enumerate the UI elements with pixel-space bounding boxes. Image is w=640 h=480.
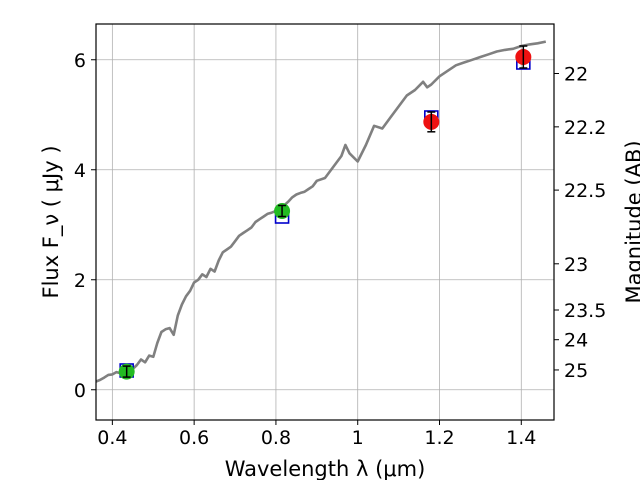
y-tick-label: 4 xyxy=(74,160,86,182)
y-axis-ticks: 0 2 4 6 xyxy=(74,50,96,402)
x-tick-label: 0.4 xyxy=(97,427,127,449)
y2-tick-label: 22.5 xyxy=(564,180,606,202)
x-tick-label: 1 xyxy=(352,427,364,449)
y2-axis-ticks: 22 22.2 22.5 23 23.5 24 25 xyxy=(554,64,606,382)
x-tick-label: 0.8 xyxy=(261,427,291,449)
y-tick-label: 0 xyxy=(74,380,86,402)
plot-frame xyxy=(95,23,555,421)
model-spectrum-line xyxy=(95,40,547,383)
x-tick-label: 1.2 xyxy=(424,427,454,449)
observed-points-layer xyxy=(118,45,532,380)
y-tick-label: 6 xyxy=(74,50,86,72)
model-points-layer xyxy=(119,55,531,378)
y-axis-label: Flux F_ν ( μJy ) xyxy=(39,145,64,298)
grid xyxy=(96,24,554,420)
y2-tick-label: 25 xyxy=(564,360,588,382)
x-axis-ticks: 0.4 0.6 0.8 1 1.2 1.4 xyxy=(97,420,536,449)
x-tick-label: 0.6 xyxy=(179,427,209,449)
y2-tick-label: 22 xyxy=(564,64,588,86)
y2-tick-label: 23.5 xyxy=(564,300,606,322)
x-axis-label: Wavelength λ (μm) xyxy=(225,457,426,480)
y2-tick-label: 24 xyxy=(564,330,588,352)
y2-tick-label: 23 xyxy=(564,254,588,276)
spectrum-layer xyxy=(95,40,547,383)
y2-axis-label: Magnitude (AB) xyxy=(622,140,640,303)
x-tick-label: 1.4 xyxy=(506,427,536,449)
y2-tick-label: 22.2 xyxy=(564,117,606,139)
y-tick-label: 2 xyxy=(74,270,86,292)
